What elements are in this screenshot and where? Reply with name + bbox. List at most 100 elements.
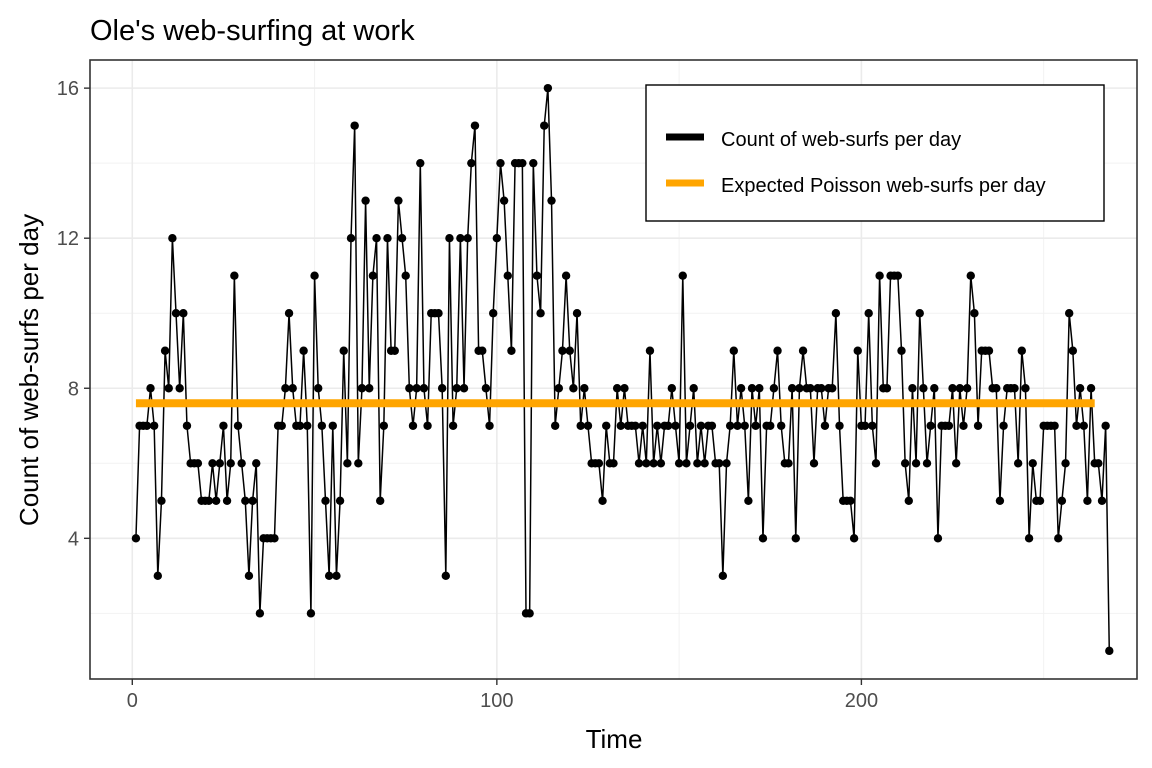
- count-point: [478, 346, 487, 355]
- count-point: [459, 384, 469, 393]
- count-point: [456, 234, 465, 243]
- count-point: [1105, 646, 1114, 656]
- count-point: [536, 309, 545, 318]
- count-point: [955, 384, 965, 393]
- count-point: [612, 384, 622, 393]
- y-tick-label: 16: [57, 78, 79, 100]
- y-tick-label: 8: [68, 378, 79, 400]
- count-point: [554, 384, 564, 393]
- count-point: [638, 421, 647, 430]
- count-point: [722, 459, 731, 468]
- count-point: [1061, 459, 1070, 468]
- count-point: [853, 346, 862, 355]
- count-point: [1097, 496, 1107, 505]
- count-point: [809, 459, 819, 468]
- count-point: [1013, 459, 1023, 468]
- count-point: [379, 421, 389, 430]
- count-point: [773, 346, 782, 355]
- series-layer: [131, 83, 1114, 656]
- count-point: [875, 271, 884, 280]
- count-point: [609, 459, 618, 468]
- count-point: [685, 421, 695, 430]
- count-point: [656, 459, 666, 468]
- count-point: [944, 421, 954, 430]
- count-point: [507, 346, 516, 355]
- count-point: [448, 421, 458, 430]
- x-axis-title: Time: [586, 724, 643, 754]
- count-point: [999, 421, 1008, 430]
- count-point: [831, 309, 841, 318]
- count-point: [653, 421, 662, 430]
- count-point: [335, 496, 345, 505]
- count-point: [744, 496, 753, 505]
- count-point: [795, 384, 804, 393]
- count-point: [397, 234, 407, 243]
- count-point: [926, 421, 935, 430]
- legend-label-expected: Expected Poisson web-surfs per day: [721, 175, 1046, 197]
- count-point: [372, 234, 381, 243]
- count-point: [361, 196, 370, 205]
- count-point: [142, 421, 152, 430]
- count-point: [674, 459, 684, 468]
- count-point: [1050, 421, 1059, 430]
- count-point: [339, 346, 348, 355]
- count-point: [860, 421, 870, 430]
- count-point: [572, 309, 582, 318]
- count-point: [179, 309, 188, 318]
- count-point: [645, 346, 655, 355]
- panel-border: [89, 59, 1138, 680]
- count-point: [496, 158, 505, 168]
- count-point: [725, 421, 735, 430]
- count-point: [1101, 421, 1110, 430]
- count-point: [215, 459, 224, 468]
- count-point: [470, 121, 480, 130]
- count-point: [437, 384, 447, 393]
- count-point: [244, 571, 254, 581]
- count-point: [1072, 421, 1081, 430]
- count-point: [368, 271, 378, 280]
- count-point: [222, 496, 232, 505]
- count-point: [806, 384, 815, 393]
- count-point: [481, 384, 491, 393]
- count-point: [401, 271, 410, 280]
- count-point: [798, 346, 808, 355]
- count-point: [295, 421, 305, 430]
- count-point: [419, 384, 429, 393]
- count-point: [219, 421, 228, 430]
- count-point: [565, 346, 574, 355]
- count-point: [729, 346, 738, 355]
- x-tick-label: 100: [480, 690, 513, 712]
- count-point: [1017, 346, 1026, 355]
- count-point: [1083, 496, 1092, 505]
- count-point: [915, 309, 924, 318]
- count-point: [689, 384, 698, 393]
- count-point: [375, 496, 385, 505]
- count-point: [518, 158, 527, 168]
- count-point: [817, 384, 826, 393]
- count-point: [992, 384, 1001, 393]
- count-point: [1094, 459, 1103, 468]
- count-point: [131, 534, 141, 543]
- count-point: [310, 271, 319, 280]
- count-point: [463, 234, 472, 243]
- count-point: [230, 271, 239, 280]
- count-point: [700, 459, 709, 468]
- count-point: [383, 234, 392, 243]
- count-point: [532, 271, 542, 280]
- count-point: [846, 496, 855, 505]
- count-point: [233, 421, 243, 430]
- count-point: [499, 196, 509, 205]
- count-point: [324, 571, 334, 581]
- count-point: [277, 421, 286, 430]
- count-point: [561, 271, 571, 280]
- count-point: [237, 459, 246, 468]
- count-point: [1057, 496, 1067, 505]
- count-point: [707, 421, 717, 430]
- count-point: [900, 459, 910, 468]
- count-point: [693, 459, 702, 468]
- count-point: [1079, 421, 1088, 430]
- count-point: [696, 421, 706, 430]
- count-point: [303, 421, 312, 430]
- count-point: [849, 534, 859, 543]
- count-point: [835, 421, 844, 430]
